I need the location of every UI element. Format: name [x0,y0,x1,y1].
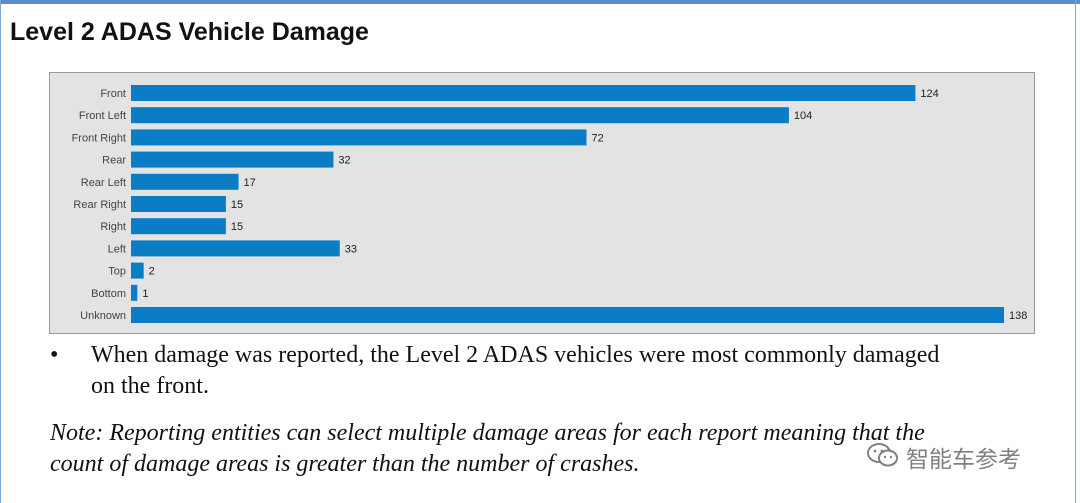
bullet-dot: • [50,342,59,368]
value-label: 72 [591,132,603,144]
category-label: Front Left [79,110,126,122]
category-label: Front Right [72,132,126,144]
watermark: 智能车参考 [866,440,1056,473]
bar-chart: Front 124 Front Left 104 Front Right 72 Rear 32… [49,72,1035,334]
bullet-text: When damage was reported, the Level 2 AD… [91,340,1071,402]
bar [131,218,226,235]
bar [131,151,334,168]
category-label: Top [108,266,126,278]
value-label: 32 [338,155,350,167]
value-label: 124 [920,88,938,100]
bar-chart-svg: Front 124 Front Left 104 Front Right 72 Rear 32… [72,85,1027,323]
value-label: 17 [244,177,256,189]
bar [131,129,587,146]
category-label: Left [108,243,126,255]
bar [131,107,789,124]
value-label: 33 [345,243,357,255]
category-label: Rear Right [73,199,126,211]
category-label: Unknown [80,310,126,322]
wechat-logo-icon [867,443,898,467]
value-label: 1 [142,288,148,300]
bar [131,262,144,279]
page-title: Level 2 ADAS Vehicle Damage [10,18,369,46]
bar [131,307,1004,323]
category-label: Rear Left [81,177,126,189]
category-label: Rear [102,155,126,167]
note-text: Note: Reporting entities can select mult… [50,418,1060,480]
bullet-line-2: on the front. [91,373,209,399]
category-label: Right [100,221,126,233]
category-label: Front [100,88,126,100]
bar [131,240,340,257]
bullet-line-1: When damage was reported, the Level 2 AD… [91,342,940,368]
category-label: Bottom [91,288,126,300]
bar [131,284,138,301]
value-label: 2 [149,266,155,278]
bar [131,196,226,212]
bar [131,173,239,190]
top-border [0,0,1080,4]
value-label: 15 [231,221,243,233]
note-line-1: Note: Reporting entities can select mult… [50,420,925,446]
value-label: 15 [231,199,243,211]
note-line-2: count of damage areas is greater than th… [50,451,640,477]
value-label: 138 [1009,310,1027,322]
bar [131,85,916,101]
value-label: 104 [794,110,812,122]
watermark-text: 智能车参考 [906,447,1021,473]
